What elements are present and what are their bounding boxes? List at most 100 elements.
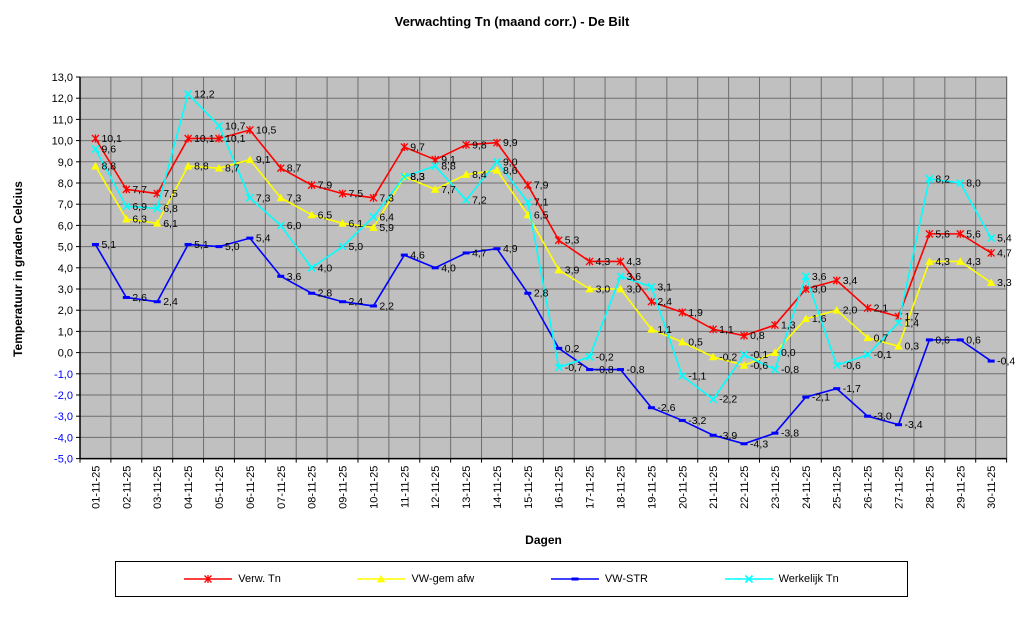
series-VW-STR-marker xyxy=(246,236,254,240)
data-label: 1,9 xyxy=(688,307,703,319)
series-Verw. Tn-marker xyxy=(184,134,193,143)
series-Werkelijk Tn-marker xyxy=(894,318,903,327)
data-label: 9,9 xyxy=(503,137,518,149)
series-VW-gem afw-marker xyxy=(956,257,965,265)
series-Werkelijk Tn-marker xyxy=(307,263,316,272)
data-label: 2,4 xyxy=(657,296,672,308)
y-tick-label: 12,0 xyxy=(52,93,73,105)
data-label: 2,6 xyxy=(132,292,147,304)
series-Verw. Tn-marker xyxy=(678,308,687,317)
x-tick-label: 02-11-25 xyxy=(121,466,133,509)
legend-item-vw-str: VW-STR xyxy=(550,573,648,585)
data-label: 4,6 xyxy=(410,250,425,262)
data-label: 4,3 xyxy=(935,256,950,268)
data-label: 1,4 xyxy=(904,317,919,329)
data-label: 8,4 xyxy=(472,169,487,181)
data-label: 3,9 xyxy=(565,264,580,276)
data-label: -2,1 xyxy=(812,392,830,404)
series-Werkelijk Tn-marker xyxy=(678,371,687,380)
legend-label: VW-gem afw xyxy=(411,573,475,585)
data-label: 0,6 xyxy=(935,334,950,346)
series-VW-gem afw-marker xyxy=(369,223,378,231)
data-label: 5,6 xyxy=(966,228,981,240)
series-VW-gem afw-marker xyxy=(863,333,872,342)
legend-key-icon xyxy=(724,574,773,584)
data-label: 6,5 xyxy=(534,209,549,221)
x-tick-label: 14-11-25 xyxy=(492,466,504,509)
data-label: -0,2 xyxy=(596,351,614,363)
series-VW-gem afw-marker xyxy=(801,314,811,323)
data-label: -0,6 xyxy=(843,360,861,372)
data-label: -0,7 xyxy=(565,362,583,374)
legend-key-icon xyxy=(184,575,233,583)
series-Werkelijk Tn-marker xyxy=(462,195,471,205)
series-Werkelijk Tn-marker xyxy=(585,352,594,361)
series-VW-STR-marker xyxy=(802,395,810,399)
y-tick-label: -1,0 xyxy=(54,369,73,381)
data-label: 2,4 xyxy=(163,296,178,308)
data-label: 3,0 xyxy=(627,284,642,296)
y-tick-label: 8,0 xyxy=(58,178,73,190)
data-label: 5,4 xyxy=(997,233,1012,245)
series-VW-STR-marker xyxy=(215,245,223,249)
data-label: -0,8 xyxy=(596,364,614,376)
data-label: 8,3 xyxy=(410,171,425,183)
series-VW-STR-marker xyxy=(555,346,563,350)
data-label: 7,5 xyxy=(163,188,178,200)
data-label: 1,7 xyxy=(904,311,919,323)
series-VW-gem afw-marker xyxy=(739,361,749,369)
series-VW-STR-marker xyxy=(617,368,625,372)
series-line-VW-STR xyxy=(94,237,992,445)
data-label: 7,9 xyxy=(318,180,333,192)
legend-label: Werkelijk Tn xyxy=(778,573,839,585)
x-tick-label: 05-11-25 xyxy=(214,466,226,509)
x-tick-label: 03-11-25 xyxy=(152,466,164,509)
data-label: 7,2 xyxy=(472,194,487,206)
series-VW-STR-marker xyxy=(122,295,130,299)
data-label: 6,4 xyxy=(379,211,394,223)
y-tick-label: -2,0 xyxy=(54,390,73,402)
x-tick-label: 01-11-25 xyxy=(90,466,102,509)
data-label: 10,1 xyxy=(194,133,215,145)
x-tick-label: 09-11-25 xyxy=(338,466,350,509)
series-Verw. Tn-marker xyxy=(400,142,409,151)
data-label: -2,6 xyxy=(657,402,675,414)
data-label: -4,3 xyxy=(750,438,768,450)
series-VW-gem afw-marker xyxy=(894,342,903,350)
series-Werkelijk Tn-marker xyxy=(709,395,718,404)
legend-label: Verw. Tn xyxy=(238,573,281,585)
data-label: 6,5 xyxy=(318,209,333,221)
series-VW-gem afw-marker xyxy=(708,352,718,361)
data-label: -0,4 xyxy=(997,356,1015,368)
data-label: 2,0 xyxy=(843,305,858,317)
x-tick-label: 26-11-25 xyxy=(863,466,875,509)
series-VW-gem afw-marker xyxy=(986,278,996,287)
y-tick-label: 5,0 xyxy=(58,242,73,254)
series-Verw. Tn-marker xyxy=(863,304,872,313)
data-label: 7,1 xyxy=(534,197,549,209)
series-VW-STR-marker xyxy=(925,338,933,342)
x-tick-label: 04-11-25 xyxy=(183,466,195,509)
data-label: 8,8 xyxy=(194,161,209,173)
x-tick-label: 19-11-25 xyxy=(646,466,658,509)
data-label: 0,6 xyxy=(966,334,981,346)
series-line-Verw. Tn xyxy=(94,129,992,337)
x-tick-label: 23-11-25 xyxy=(770,466,782,509)
data-label: 4,9 xyxy=(503,243,518,255)
data-label: 6,8 xyxy=(163,203,178,215)
series-Werkelijk Tn-marker xyxy=(647,282,656,291)
legend-key-icon xyxy=(357,574,406,583)
series-VW-STR-marker xyxy=(524,291,532,295)
series-VW-STR-marker xyxy=(709,433,717,437)
data-label: 7,3 xyxy=(379,192,394,204)
data-label: 8,7 xyxy=(287,163,302,175)
data-label: 8,6 xyxy=(503,165,518,177)
data-label: -0,2 xyxy=(719,351,737,363)
series-Werkelijk Tn-marker xyxy=(987,234,996,243)
data-label: 5,6 xyxy=(935,228,950,240)
y-tick-label: 9,0 xyxy=(58,157,73,169)
data-label: -0,1 xyxy=(874,349,892,361)
data-label: 0,3 xyxy=(904,341,919,353)
data-label: 10,1 xyxy=(101,133,122,145)
